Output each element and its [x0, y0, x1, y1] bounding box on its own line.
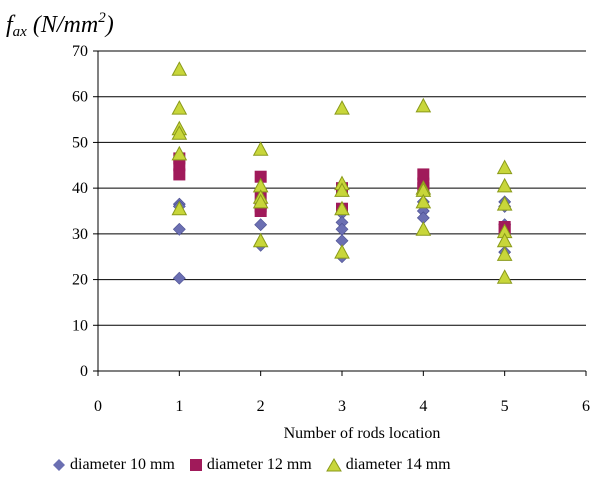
- data-point-diameter-14: [171, 145, 188, 161]
- y-tick-label: 30: [72, 226, 88, 243]
- x-tick-label: 4: [419, 398, 427, 415]
- legend-label: diameter 12 mm: [206, 456, 312, 473]
- data-point-diameter-14: [252, 232, 269, 248]
- data-point-diameter-14: [415, 221, 432, 236]
- legend-label: diameter 14 mm: [345, 456, 451, 473]
- data-point-diameter-14: [496, 177, 513, 193]
- y-tick-label: 0: [80, 363, 88, 380]
- y-axis-label: fax (N/mm2): [6, 10, 114, 40]
- data-point-diameter-14: [496, 159, 513, 175]
- data-point-diameter-14: [334, 182, 350, 197]
- y-tick-label: 60: [72, 89, 88, 106]
- y-tick-label: 20: [72, 272, 88, 289]
- x-tick-label: 0: [94, 398, 102, 415]
- data-point-diameter-10: [172, 222, 186, 236]
- data-point-diameter-12: [173, 159, 186, 172]
- legend-item-diameter-14: diameter 14 mm: [325, 456, 451, 474]
- data-point-diameter-14: [171, 200, 188, 216]
- y-tick-label: 10: [72, 317, 88, 334]
- x-tick-label: 1: [175, 398, 183, 415]
- data-point-diameter-10: [172, 271, 186, 285]
- data-point-diameter-14: [334, 100, 350, 115]
- y-tick-label: 50: [72, 134, 88, 151]
- diamond-marker-icon: [53, 459, 65, 471]
- legend-item-diameter-10: diameter 10 mm: [52, 456, 175, 474]
- x-tick-label: 6: [582, 398, 590, 415]
- x-tick-label: 5: [501, 398, 509, 415]
- x-tick-label: 3: [338, 398, 346, 415]
- data-point-diameter-14: [415, 193, 432, 209]
- data-point-diameter-14: [496, 269, 513, 284]
- data-point-diameter-14: [252, 193, 269, 209]
- data-point-diameter-14: [171, 100, 188, 115]
- data-point-diameter-14: [334, 200, 350, 216]
- x-axis-title: Number of rods location: [284, 425, 441, 442]
- data-point-diameter-14: [252, 141, 269, 156]
- data-point-diameter-14: [496, 196, 513, 211]
- data-point-diameter-14: [415, 97, 432, 113]
- square-marker-icon: [189, 459, 202, 471]
- legend-item-diameter-12: diameter 12 mm: [189, 456, 312, 474]
- data-point-diameter-14: [171, 61, 188, 76]
- data-point-diameter-12: [417, 168, 430, 181]
- data-point-diameter-14: [496, 246, 513, 261]
- legend-label: diameter 10 mm: [70, 456, 175, 473]
- data-point-diameter-14: [334, 244, 350, 259]
- data-point-diameter-12: [254, 170, 267, 183]
- data-point-diameter-12: [173, 168, 186, 181]
- triangle-marker-icon: [325, 458, 342, 472]
- data-point-diameter-10: [254, 218, 268, 232]
- y-tick-label: 70: [72, 43, 88, 60]
- legend: diameter 10 mm diameter 12 mm diameter 1…: [52, 455, 465, 475]
- data-point-diameter-14: [171, 125, 188, 140]
- x-tick-label: 2: [257, 398, 265, 415]
- y-tick-label: 40: [72, 180, 88, 197]
